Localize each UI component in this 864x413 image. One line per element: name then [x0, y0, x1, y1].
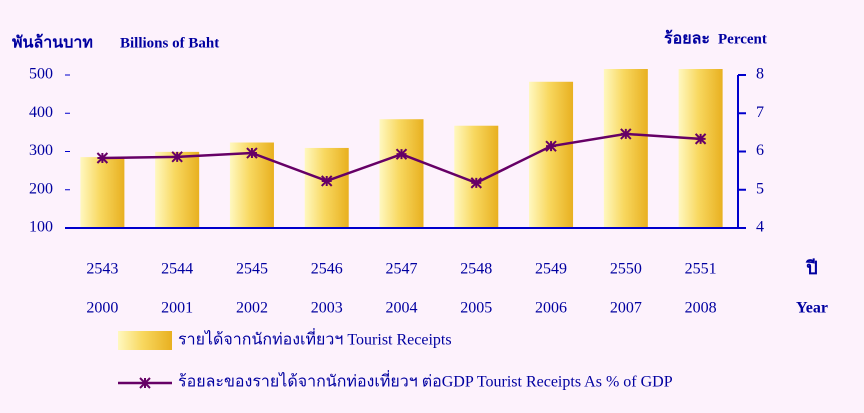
- bar: [603, 69, 648, 228]
- x-tick-label: 2551: [685, 261, 717, 278]
- bar: [80, 157, 125, 228]
- x-tick-label-en: 2005: [460, 300, 492, 317]
- y-tick-label: 400: [29, 104, 53, 121]
- bar: [155, 151, 200, 228]
- marker: [171, 151, 183, 163]
- marker: [470, 177, 482, 189]
- y2-axis-label: ร้อยละ: [664, 30, 710, 48]
- marker: [620, 128, 632, 140]
- legend-label: รายได้จากนักท่องเที่ยวฯ Tourist Receipts: [178, 328, 452, 349]
- marker: [246, 147, 258, 159]
- y2-tick-label: 7: [756, 104, 764, 121]
- y2-tick-label: 8: [756, 66, 764, 83]
- x-tick-label-en: 2001: [161, 300, 193, 317]
- y-tick-label: 300: [29, 142, 53, 159]
- x-tick-label: 2547: [386, 261, 418, 278]
- y-tick-label: 500: [29, 66, 53, 83]
- y-tick-label: 200: [29, 180, 53, 197]
- x-tick-label-en: 2007: [610, 300, 642, 317]
- marker: [694, 133, 707, 145]
- bar: [379, 119, 424, 228]
- x-tick-label-en: 2004: [386, 300, 418, 317]
- x-axis-label: ปี: [805, 258, 818, 278]
- x-tick-label-en: 2006: [535, 300, 567, 317]
- y2-tick-label: 4: [756, 219, 764, 236]
- x-tick-label: 2546: [311, 261, 343, 278]
- x-tick-label: 2550: [610, 261, 642, 278]
- y-axis-label: พันล้านบาท: [12, 34, 93, 52]
- x-tick-label: 2544: [161, 261, 193, 278]
- x-tick-label-en: 2002: [236, 300, 268, 317]
- y-tick-label: 100: [29, 219, 53, 236]
- y-axis-label-en: Billions of Baht: [120, 35, 219, 51]
- legend-marker: [139, 377, 151, 389]
- x-tick-label-en: 2008: [685, 300, 717, 317]
- marker: [96, 152, 109, 164]
- marker: [545, 140, 557, 152]
- y2-tick-label: 5: [756, 180, 764, 197]
- y2-tick-label: 6: [756, 142, 764, 159]
- bar: [678, 69, 723, 228]
- x-tick-label: 2543: [86, 261, 118, 278]
- marker: [321, 175, 333, 187]
- marker: [395, 148, 408, 160]
- x-tick-label-en: 2003: [311, 300, 343, 317]
- x-axis-label-en: Year: [796, 300, 828, 317]
- bar: [304, 147, 349, 228]
- legend-label: ร้อยละของรายได้จากนักท่องเที่ยวฯ ต่อGDP …: [178, 370, 673, 391]
- x-tick-label: 2549: [535, 261, 567, 278]
- x-tick-label-en: 2000: [86, 300, 118, 317]
- bar: [529, 81, 574, 228]
- y2-axis-label-en: Percent: [718, 31, 767, 47]
- x-tick-label: 2548: [460, 261, 492, 278]
- legend-swatch: [118, 331, 172, 350]
- x-tick-label: 2545: [236, 261, 268, 278]
